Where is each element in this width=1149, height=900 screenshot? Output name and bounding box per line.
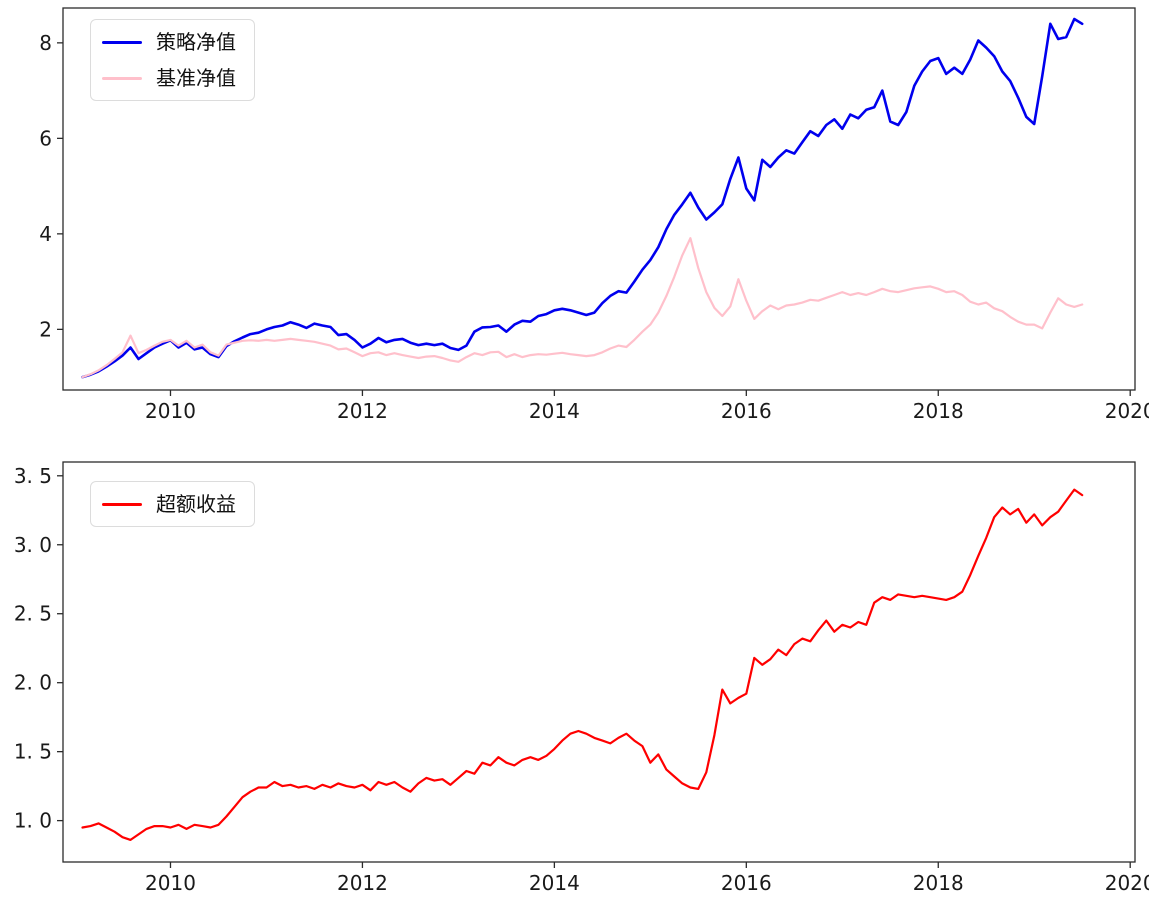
x-tick-label: 2016 <box>721 871 772 895</box>
y-tick-label: 8 <box>39 31 52 55</box>
y-tick-label: 2 <box>39 317 52 341</box>
x-tick-label: 2010 <box>145 871 196 895</box>
plot-border <box>62 461 1136 863</box>
legend-item: 基准净值 <box>102 63 236 93</box>
benchmark-net-line <box>81 237 1084 379</box>
x-tick-label: 2020 <box>1105 871 1149 895</box>
y-tick-label: 1. 5 <box>14 740 52 764</box>
y-tick-label: 6 <box>39 126 52 150</box>
legend-item: 超额收益 <box>102 489 236 519</box>
net-value-chart: 2010 2012 2014 2016 2018 2020 2 4 6 8 <box>39 7 1149 423</box>
x-tick-label: 2014 <box>529 399 580 423</box>
x-tick-label: 2016 <box>721 399 772 423</box>
legend-label: 基准净值 <box>156 66 236 90</box>
strategy-net-line <box>81 17 1084 379</box>
x-tick-label: 2020 <box>1105 399 1149 423</box>
plot-border <box>62 7 1136 391</box>
x-tick-label: 2018 <box>913 871 964 895</box>
x-tick-label: 2018 <box>913 399 964 423</box>
excess-return-line <box>81 488 1084 842</box>
x-tick-label: 2010 <box>145 399 196 423</box>
net-value-legend: 策略净值 基准净值 <box>90 19 255 101</box>
y-tick-label: 3. 0 <box>14 533 52 557</box>
x-tick-label: 2014 <box>529 871 580 895</box>
excess-return-line-legend-sample <box>102 502 142 506</box>
y-tick-label: 2. 5 <box>14 602 52 626</box>
y-tick-label: 4 <box>39 222 52 246</box>
legend-label: 超额收益 <box>156 492 236 516</box>
excess-return-legend: 超额收益 <box>90 481 255 527</box>
legend-label: 策略净值 <box>156 30 236 54</box>
y-tick-label: 2. 0 <box>14 671 52 695</box>
x-tick-label: 2012 <box>337 399 388 423</box>
excess-return-chart: 2010 2012 2014 2016 2018 2020 1. 0 1. 5 2. 0 2. 5… <box>14 461 1149 895</box>
benchmark-net-line-legend-sample <box>102 76 142 80</box>
strategy-net-line-legend-sample <box>102 40 142 44</box>
y-tick-label: 3. 5 <box>14 464 52 488</box>
x-tick-label: 2012 <box>337 871 388 895</box>
y-tick-label: 1. 0 <box>14 809 52 833</box>
legend-item: 策略净值 <box>102 27 236 57</box>
